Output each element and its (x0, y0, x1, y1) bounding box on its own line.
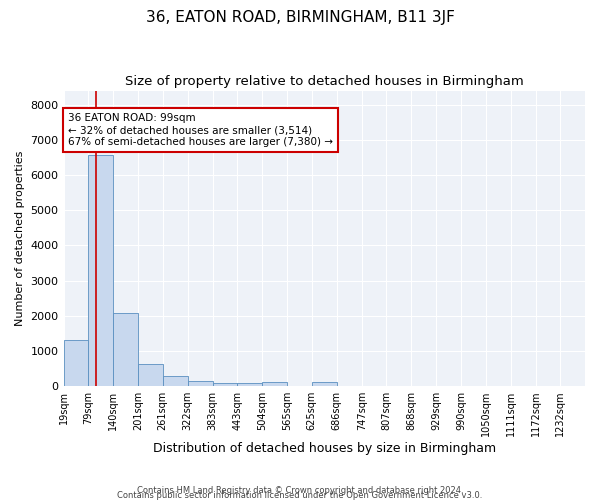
Bar (163, 376, 188, 386)
Text: 36, EATON ROAD, BIRMINGHAM, B11 3JF: 36, EATON ROAD, BIRMINGHAM, B11 3JF (146, 10, 454, 25)
Bar (212, 382, 237, 386)
X-axis label: Distribution of detached houses by size in Birmingham: Distribution of detached houses by size … (153, 442, 496, 455)
Text: 36 EATON ROAD: 99sqm
← 32% of detached houses are smaller (3,514)
67% of semi-de: 36 EATON ROAD: 99sqm ← 32% of detached h… (68, 114, 333, 146)
Bar (312, 382, 337, 386)
Y-axis label: Number of detached properties: Number of detached properties (15, 150, 25, 326)
Bar (113, 313, 138, 386)
Bar (188, 381, 212, 386)
Bar (262, 382, 287, 386)
Bar (237, 384, 262, 386)
Text: Contains public sector information licensed under the Open Government Licence v3: Contains public sector information licen… (118, 491, 482, 500)
Title: Size of property relative to detached houses in Birmingham: Size of property relative to detached ho… (125, 75, 524, 88)
Bar (138, 364, 163, 386)
Bar (88, 154, 113, 386)
Text: Contains HM Land Registry data © Crown copyright and database right 2024.: Contains HM Land Registry data © Crown c… (137, 486, 463, 495)
Bar (64, 340, 88, 386)
